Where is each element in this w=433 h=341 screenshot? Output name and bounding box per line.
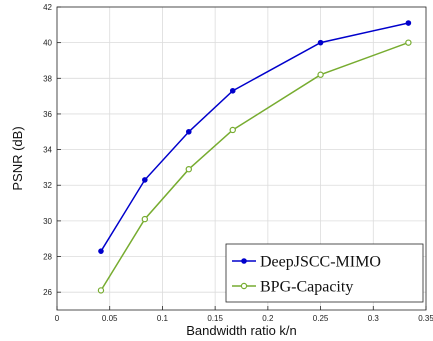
legend-marker [241,258,247,264]
y-tick-label: 32 [43,181,52,190]
data-point [142,177,148,183]
legend-entry: BPG-Capacity [260,279,353,296]
data-series [97,20,412,294]
y-tick-label: 42 [43,3,52,12]
legend: DeepJSCC-MIMO BPG-Capacity [225,243,424,303]
series-line-2 [100,41,409,291]
series-line-1 [100,22,409,252]
y-tick-label: 34 [43,146,52,155]
data-point [405,20,412,26]
y-tick-label: 38 [43,74,52,83]
y-tick-label: 28 [43,253,52,262]
data-point [405,39,412,46]
data-point [98,248,104,254]
data-point [185,165,192,173]
data-point [229,126,236,134]
y-axis-label: PSNR (dB) [10,126,25,190]
y-tick-label: 26 [43,288,52,297]
x-tick-label: 0.25 [313,314,329,323]
x-tick-label: 0 [55,314,60,323]
data-point [317,39,324,46]
data-point [141,215,149,223]
data-point [229,87,236,94]
legend-box [225,243,424,303]
data-point [317,71,324,78]
data-point [185,128,192,135]
axis-ticks: 0 0.05 0.1 0.15 0.2 0.25 0.3 0.35 26 28 30 32 34 36 38… [43,3,433,323]
legend-entry: DeepJSCC-MIMO [260,254,381,271]
y-tick-label: 36 [43,110,52,119]
x-tick-label: 0.3 [368,314,380,323]
x-tick-label: 0.05 [102,314,118,323]
x-tick-label: 0.1 [157,314,169,323]
plot-frame [56,6,427,311]
x-tick-label: 0.15 [207,314,223,323]
data-point [97,287,105,294]
y-tick-label: 30 [43,217,52,226]
x-axis-label: Bandwidth ratio k/n [186,323,297,338]
legend-marker [240,282,248,290]
y-tick-label: 40 [43,39,52,48]
x-tick-label: 0.2 [262,314,274,323]
x-tick-label: 0.35 [418,314,433,323]
